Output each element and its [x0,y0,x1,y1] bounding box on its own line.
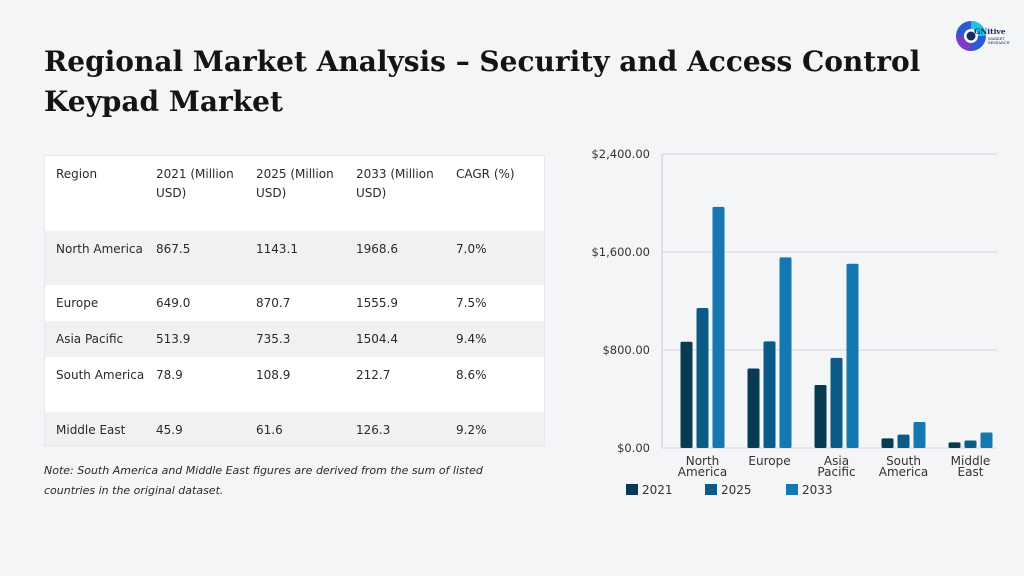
footnote: Note: South America and Middle East figu… [44,464,483,497]
y-tick-label: $0.00 [617,441,650,455]
y-tick-label: $1,600.00 [591,245,650,259]
bar [696,307,709,448]
logo-wordmark: GNitive [974,27,1006,36]
table-row: North America 867.5 1143.1 1968.6 7.0% [45,231,544,285]
bar [948,442,961,448]
logo-mark-icon [956,21,986,51]
bar [830,357,843,448]
table-cell: 735.3 [256,332,291,346]
column-header: CAGR (%) [456,167,515,181]
table-cell: 126.3 [356,423,391,437]
bar [712,206,725,448]
bar [980,432,993,448]
page-title: Regional Market Analysis – Security and … [44,45,921,118]
bar [846,263,859,448]
table-cell: 1504.4 [356,332,398,346]
table-cell: 9.2% [456,423,487,437]
bar [680,341,693,448]
table-cell: 45.9 [156,423,183,437]
table-cell: Middle East [56,423,126,437]
table-cell: 7.0% [456,242,487,256]
legend-swatch [705,484,717,495]
bar [897,434,910,448]
legend-label: 2025 [721,483,752,497]
table-cell: 108.9 [256,368,291,382]
table-cell: 513.9 [156,332,191,346]
company-logo: GNitive MARKET RESEARCH [954,16,1014,56]
x-tick-label: Asia [824,454,849,468]
legend-label: 2021 [642,483,673,497]
table-cell: 9.4% [456,332,487,346]
y-tick-label: $800.00 [602,343,650,357]
column-header: Region [56,167,98,181]
table-row: Europe 649.0 870.7 1555.9 7.5% [45,285,544,321]
bar [763,341,776,448]
column-header: 2033 (Million USD) [356,167,434,200]
x-tick-label: Middle [951,454,991,468]
bar [814,385,827,448]
bar [913,421,926,448]
table-cell: South America [56,368,145,382]
x-tick-label: America [879,465,929,479]
x-tick-label: South [886,454,921,468]
table-row: Asia Pacific 513.9 735.3 1504.4 9.4% [45,321,544,357]
table-header-row: Region 2021 (Million USD) 2025 (Million … [45,156,544,231]
table-cell: North America [56,242,143,256]
table-row: South America 78.9 108.9 212.7 8.6% [45,357,544,412]
bar [747,368,760,448]
table-cell: 78.9 [156,368,183,382]
bar [964,440,977,448]
bar [881,438,894,448]
logo-subtitle-line: MARKET [988,37,1005,41]
legend-label: 2033 [802,483,833,497]
table-cell: Asia Pacific [56,332,124,346]
x-tick-label: Pacific [817,465,855,479]
x-tick-label: North [686,454,720,468]
table-cell: Europe [56,296,99,310]
table-cell: 212.7 [356,368,391,382]
legend-swatch [626,484,638,495]
x-tick-label: America [678,465,728,479]
table-cell: 8.6% [456,368,487,382]
table-cell: 870.7 [256,296,291,310]
logo-subtitle: MARKET RESEARCH [988,37,1010,45]
table-cell: 1968.6 [356,242,398,256]
table-cell: 1555.9 [356,296,398,310]
column-header: 2021 (Million USD) [156,167,234,200]
table-row: Middle East 45.9 61.6 126.3 9.2% [45,412,544,445]
table-cell: 1143.1 [256,242,298,256]
y-tick-label: $2,400.00 [591,147,650,161]
table-cell: 867.5 [156,242,191,256]
column-header: 2025 (Million USD) [256,167,334,200]
logo-subtitle-line: RESEARCH [988,41,1010,45]
table-cell: 649.0 [156,296,191,310]
legend-swatch [786,484,798,495]
table-cell: 7.5% [456,296,487,310]
regional-data-table: Region 2021 (Million USD) 2025 (Million … [44,155,545,446]
table-cell: 61.6 [256,423,283,437]
x-tick-label: East [958,465,984,479]
x-tick-label: Europe [748,454,790,468]
bar [779,257,792,448]
